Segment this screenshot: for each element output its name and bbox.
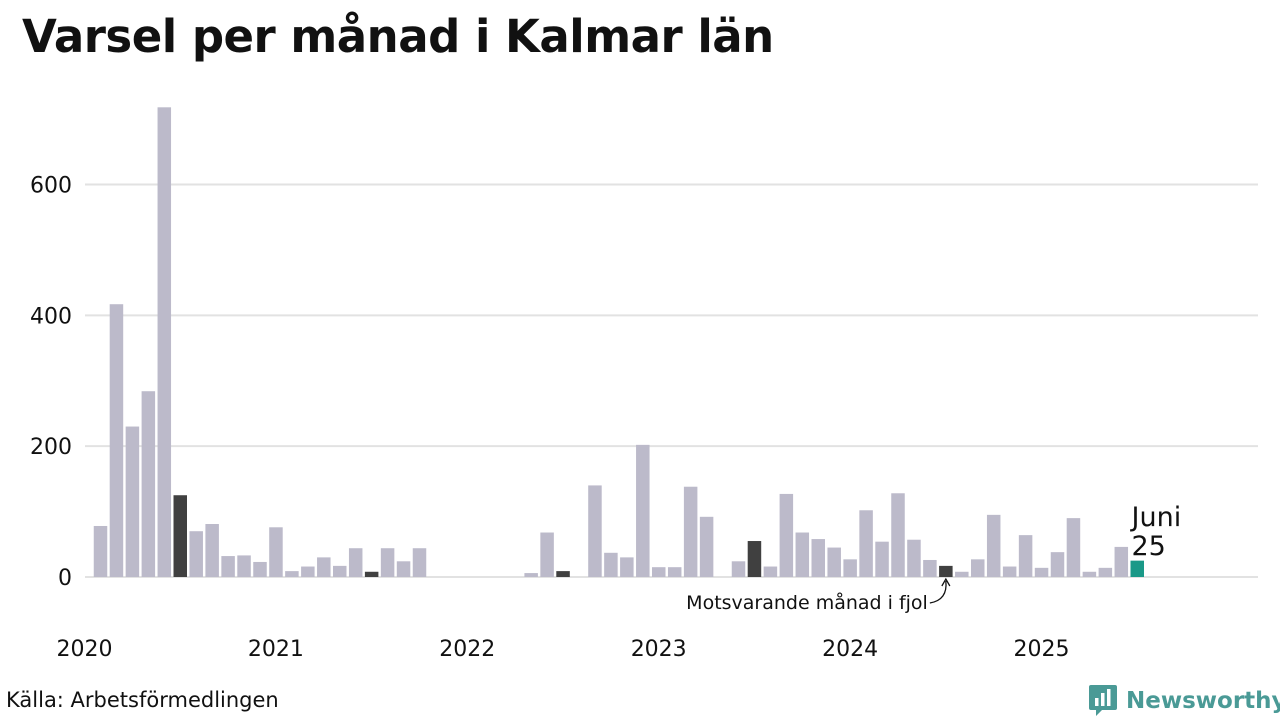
bar (683, 486, 698, 577)
y-tick-label: 600 (30, 174, 72, 199)
bar (1130, 560, 1144, 577)
x-tick-label: 2023 (631, 637, 687, 662)
bar (540, 532, 554, 577)
bar (859, 510, 873, 577)
newsworthy-logo-icon (1089, 685, 1117, 716)
bar (364, 571, 379, 577)
bar (1082, 571, 1097, 577)
bar (907, 539, 921, 577)
current-month-label: 25 (1132, 531, 1166, 562)
bar (875, 541, 889, 577)
bar (955, 571, 969, 577)
bar (1114, 546, 1129, 577)
bar (380, 548, 395, 577)
annotation-arrow (929, 580, 947, 604)
bar (301, 566, 315, 577)
bar (93, 525, 108, 577)
x-tick-label: 2022 (439, 637, 495, 662)
bar (763, 566, 778, 577)
bar (1050, 552, 1065, 577)
annotation-label: Motsvarande månad i fjol (686, 591, 928, 614)
bar (827, 547, 841, 577)
bar (396, 561, 411, 577)
bar (205, 524, 219, 577)
x-tick-label: 2021 (248, 637, 304, 662)
current-month-label: Juni (1130, 502, 1182, 533)
y-axis-tick-labels: 0 200 400 600 (30, 174, 72, 592)
bar (891, 493, 905, 577)
bar (269, 527, 283, 577)
y-tick-label: 400 (30, 304, 72, 329)
bar (333, 565, 347, 577)
bar (939, 565, 953, 577)
bar (971, 559, 985, 577)
bar (667, 567, 682, 577)
bar (843, 559, 857, 577)
y-tick-label: 200 (30, 435, 72, 460)
x-tick-label: 2025 (1014, 637, 1070, 662)
bar (1098, 567, 1113, 577)
bar (173, 495, 187, 577)
bar (253, 561, 267, 577)
bar (923, 559, 937, 577)
bar (125, 426, 140, 577)
bar (348, 548, 363, 577)
x-axis-tick-labels: 2020 2021 2022 2023 2024 2025 (57, 637, 1070, 662)
bar (1018, 535, 1033, 577)
bar (620, 557, 634, 577)
bar (811, 539, 825, 577)
bar (795, 532, 810, 577)
bar (636, 444, 650, 577)
annotation-arrowhead (941, 577, 951, 587)
chart-title: Varsel per månad i Kalmar län (22, 10, 774, 63)
bars (93, 107, 1144, 577)
bar (317, 557, 331, 577)
bar (652, 567, 666, 577)
bar (556, 571, 570, 577)
gridlines (85, 183, 1258, 578)
x-tick-label: 2024 (822, 637, 878, 662)
bar (1002, 566, 1017, 577)
bar (109, 304, 124, 577)
x-tick-label: 2020 (57, 637, 113, 662)
bar (699, 516, 714, 577)
brand-name: Newsworthy (1126, 688, 1280, 714)
brand-logo: Newsworthy (1088, 684, 1280, 718)
y-tick-label: 0 (58, 566, 72, 591)
bar (221, 556, 235, 577)
bar (604, 552, 618, 577)
bar (1034, 567, 1049, 577)
bar (285, 571, 299, 577)
bar (157, 107, 172, 577)
bar (189, 531, 203, 577)
bar (588, 485, 602, 577)
bar (779, 493, 794, 577)
source-note: Källa: Arbetsförmedlingen (6, 688, 279, 712)
bar (141, 391, 156, 577)
bar (524, 573, 538, 577)
bar (747, 541, 762, 577)
bar (1066, 518, 1081, 577)
bar (237, 555, 251, 577)
bar (986, 514, 1001, 577)
bar (412, 548, 427, 577)
bar (731, 561, 746, 577)
